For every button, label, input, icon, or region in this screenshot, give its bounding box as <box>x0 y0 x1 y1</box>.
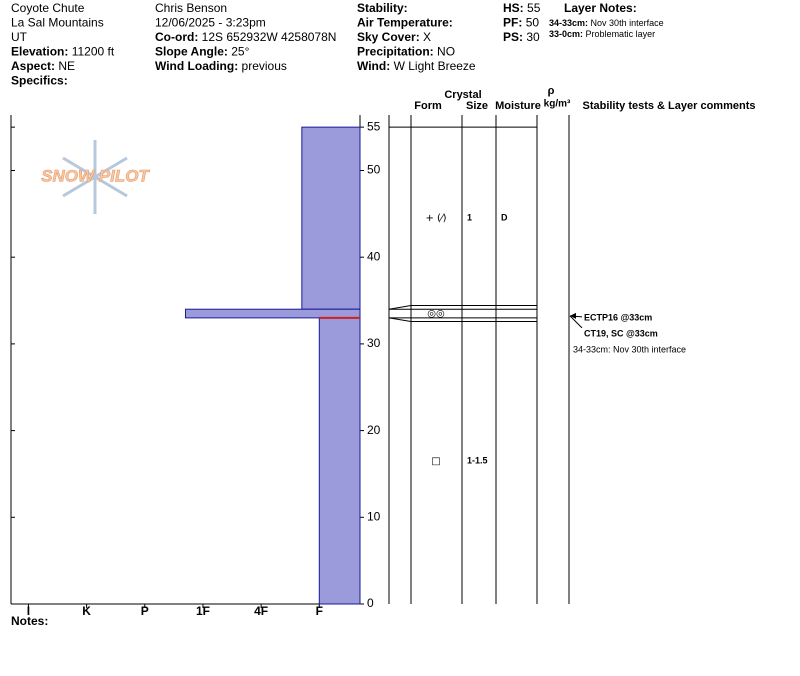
header-field: La Sal Mountains <box>11 16 104 30</box>
note-label: 34-33cm: <box>549 18 588 28</box>
x-tick-label: P <box>141 604 149 618</box>
layer-connector <box>388 317 412 323</box>
field-label: Elevation: <box>11 45 68 59</box>
hardness-bar <box>318 317 361 605</box>
field-label: Wind Loading: <box>155 59 238 73</box>
field-label: Sky Cover: <box>357 30 420 44</box>
header-rho: ρ <box>548 85 555 97</box>
header-field: Wind: W Light Breeze <box>357 59 476 73</box>
layer-note: 34-33cm: Nov 30th interface <box>549 18 664 28</box>
header-field: Coyote Chute <box>11 1 85 15</box>
layer-note: 33-0cm: Problematic layer <box>549 29 655 39</box>
field-label: Precipitation: <box>357 45 434 59</box>
moisture: D <box>501 213 508 223</box>
header-field: Stability: <box>357 1 408 15</box>
y-tick-label: 20 <box>367 423 381 437</box>
grain-form: □ <box>431 456 440 467</box>
header-comments: Stability tests & Layer comments <box>582 100 755 112</box>
x-tick-label: F <box>316 604 323 618</box>
layer-comment: 34-33cm: Nov 30th interface <box>573 344 686 354</box>
field-value: Chris Benson <box>155 1 227 15</box>
field-label: Specifics: <box>11 74 68 88</box>
field-label: HS: <box>503 1 524 15</box>
test-arrow <box>569 315 583 329</box>
field-value: 25° <box>231 45 249 59</box>
header-field: HS: 55 <box>503 1 541 15</box>
field-value: 12/06/2025 - 3:23pm <box>155 16 266 30</box>
header-size: Size <box>466 100 488 112</box>
header-field: 12/06/2025 - 3:23pm <box>155 16 266 30</box>
header-field: Co-ord: 12S 652932W 4258078N <box>155 30 336 44</box>
arrow-head <box>570 312 576 319</box>
watermark-flake <box>62 140 128 214</box>
header-density: kg/m³ <box>544 99 571 110</box>
field-value: 55 <box>527 1 541 15</box>
header-field: Aspect: NE <box>11 59 75 73</box>
layer-notes-title: Layer Notes: <box>564 1 637 15</box>
x-tick-label: K <box>82 604 91 618</box>
field-value: NE <box>58 59 75 73</box>
field-value: 50 <box>526 16 540 30</box>
field-label: Wind: <box>357 59 390 73</box>
header-field: Elevation: 11200 ft <box>11 45 115 59</box>
field-label: Air Temperature: <box>357 16 453 30</box>
field-value: La Sal Mountains <box>11 16 104 30</box>
field-label: PS: <box>503 30 523 44</box>
header-field: Chris Benson <box>155 1 227 15</box>
x-tick-label: 4F <box>254 604 268 618</box>
watermark: SNOW PILOT <box>41 166 150 185</box>
field-value: NO <box>437 45 455 59</box>
note-value: Problematic layer <box>586 29 656 39</box>
y-tick-label: 55 <box>367 119 381 133</box>
x-tick-label: I <box>27 604 30 618</box>
field-label: Slope Angle: <box>155 45 228 59</box>
field-label: Aspect: <box>11 59 55 73</box>
field-value: 12S 652932W 4258078N <box>202 30 337 44</box>
y-tick-label: 30 <box>367 336 381 350</box>
field-label: Stability: <box>357 1 408 15</box>
header-form: Form <box>414 100 442 112</box>
header-field: Precipitation: NO <box>357 45 455 59</box>
header-field: Sky Cover: X <box>357 30 431 44</box>
header-moisture: Moisture <box>495 100 541 112</box>
header-field: Air Temperature: <box>357 16 453 30</box>
header-field: PF: 50 <box>503 16 539 30</box>
field-label: PF: <box>503 16 522 30</box>
header-field: PS: 30 <box>503 30 540 44</box>
field-label: Co-ord: <box>155 30 198 44</box>
y-tick-label: 40 <box>367 249 381 263</box>
y-tick-label: 10 <box>367 509 381 523</box>
note-label: 33-0cm: <box>549 29 583 39</box>
stability-test: CT19, SC @33cm <box>584 328 658 338</box>
grain-form: ◎◎ <box>427 309 444 320</box>
field-value: Coyote Chute <box>11 1 85 15</box>
y-tick-label: 0 <box>367 596 374 610</box>
header-field: UT <box>11 30 28 44</box>
layer-connector <box>388 305 412 310</box>
grain-form: + (⁄) <box>425 213 446 224</box>
header-field: Slope Angle: 25° <box>155 45 250 59</box>
stability-test: ECTP16 @33cm <box>584 312 652 322</box>
field-value: W Light Breeze <box>394 59 476 73</box>
grain-size: 1-1.5 <box>467 455 488 465</box>
header-field: Wind Loading: previous <box>155 59 287 73</box>
field-value: 30 <box>526 30 540 44</box>
x-tick-label: 1F <box>196 604 210 618</box>
field-value: previous <box>242 59 287 73</box>
note-value: Nov 30th interface <box>591 18 664 28</box>
y-tick-label: 50 <box>367 163 381 177</box>
hardness-bar <box>185 308 361 319</box>
notes-label: Notes: <box>11 614 48 628</box>
field-value: 11200 ft <box>72 45 115 59</box>
field-value: UT <box>11 30 28 44</box>
field-value: X <box>423 30 431 44</box>
grain-size: 1 <box>467 213 472 223</box>
header-crystal: Crystal <box>444 89 481 101</box>
hardness-bar <box>301 126 361 310</box>
header-field: Specifics: <box>11 74 68 88</box>
